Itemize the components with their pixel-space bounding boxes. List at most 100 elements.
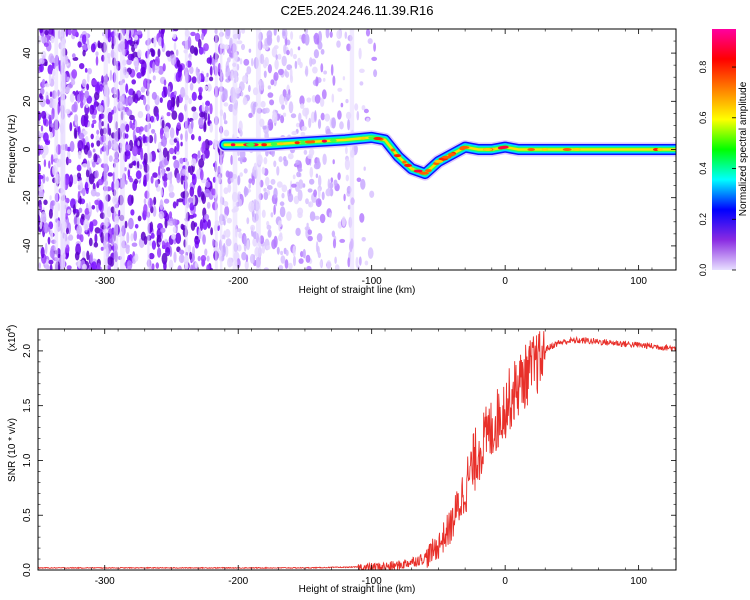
spectrogram-noise-cell — [197, 255, 201, 262]
spectrogram-noise-cell — [91, 123, 95, 129]
spectrogram-noise-cell — [43, 42, 49, 47]
spectrogram-noise-cell — [333, 179, 338, 187]
spectrogram-noise-cell — [43, 159, 47, 168]
spectrogram-noise-cell — [86, 250, 90, 261]
spectrogram-noise-cell — [97, 178, 104, 186]
x-tick-label: -200 — [228, 276, 248, 287]
signal-hotspot — [299, 140, 306, 144]
signal-hotspot — [562, 148, 572, 151]
spectrogram-noise-cell — [65, 108, 71, 115]
spectrogram-noise-cell — [347, 119, 351, 131]
spectrogram-noise-cell — [85, 169, 90, 178]
spectrogram-noise-cell — [324, 113, 331, 122]
spectrogram-streak — [61, 29, 66, 270]
x-tick-label: -300 — [95, 276, 115, 287]
spectrogram-noise-cell — [223, 129, 230, 137]
signal-hotspot — [441, 155, 452, 159]
spectrogram-noise-cell — [282, 30, 286, 37]
spectrogram-noise-cell — [274, 59, 279, 70]
spectrogram-noise-cell — [165, 50, 171, 57]
spectrogram-noise-cell — [202, 140, 206, 151]
spectrogram-noise-cell — [48, 208, 53, 219]
spectrogram-noise-cell — [71, 53, 76, 59]
spectrogram-noise-cell — [67, 158, 72, 164]
spectrogram-noise-cell — [125, 123, 130, 133]
spectrogram-noise-cell — [314, 94, 321, 104]
spectrogram-noise-cell — [126, 260, 133, 270]
spectrogram-noise-cell — [196, 72, 202, 84]
spectrogram-noise-cell — [305, 198, 309, 205]
spectrogram-noise-cell — [305, 254, 311, 263]
spectrogram-noise-cell — [320, 63, 324, 73]
spectrogram-noise-cell — [242, 75, 249, 84]
spectrogram-noise-cell — [319, 213, 326, 224]
spectrogram-noise-cell — [202, 234, 206, 245]
spectrogram-noise-cell — [86, 160, 90, 171]
spectrogram-noise-cell — [365, 29, 371, 37]
spectrogram-noise-cell — [164, 238, 168, 243]
spectrogram-noise-cell — [129, 177, 134, 183]
spectrogram-noise-cell — [244, 185, 247, 198]
spectrogram-noise-cell — [343, 193, 346, 202]
spectrogram-noise-cell — [92, 119, 97, 125]
spectrogram-noise-cell — [284, 259, 289, 269]
spectrogram-noise-cell — [189, 251, 193, 260]
spectrogram-noise-cell — [132, 180, 138, 191]
signal-hotspot — [652, 148, 660, 151]
spectrogram-noise-cell — [132, 145, 138, 157]
spectrogram-noise-cell — [133, 56, 139, 68]
spectrogram-noise-cell — [70, 79, 76, 86]
spectrogram-noise-cell — [154, 132, 157, 144]
spectrogram-noise-cell — [90, 133, 94, 140]
spectrogram-noise-cell — [154, 179, 159, 188]
y-tick-label: 2.0 — [22, 344, 33, 358]
spectrogram-noise-cell — [207, 113, 210, 125]
spectrogram-noise-cell — [224, 228, 231, 238]
spectrogram-noise-cell — [38, 58, 45, 65]
spectrogram-noise-cell — [38, 130, 42, 143]
spectrogram-noise-cell — [177, 198, 184, 203]
spectrogram-noise-cell — [297, 46, 301, 51]
spectrogram-noise-cell — [293, 195, 300, 205]
spectrogram-noise-cell — [326, 260, 332, 270]
snr-panel: -300 -200 -100 0 100 0.0 0.5 1.0 1.5 2.0 Height … — [6, 325, 677, 595]
spectrogram-noise-cell — [223, 102, 229, 107]
x-tick-label: 100 — [630, 276, 647, 287]
spectrogram-noise-cell — [371, 56, 378, 62]
spectrogram-noise-cell — [73, 127, 77, 139]
spectrogram-noise-cell — [44, 29, 49, 36]
spectrogram-noise-cell — [180, 141, 183, 147]
spectrogram-noise-cell — [94, 170, 99, 179]
spectrogram-noise-cell — [91, 79, 98, 86]
spectrogram-noise-cell — [198, 86, 203, 94]
spectrogram-noise-cell — [49, 195, 52, 201]
spectrogram-noise-cell — [67, 209, 71, 215]
spectrogram-noise-cell — [66, 265, 72, 270]
spectrogram-noise-cell — [38, 262, 41, 269]
spectrogram-noise-cell — [40, 211, 47, 223]
spectrogram-noise-cell — [317, 252, 321, 259]
spectrogram-noise-cell — [223, 187, 229, 195]
spectrogram-noise-cell — [201, 102, 205, 112]
spectrogram-noise-cell — [136, 30, 143, 35]
spectrogram-noise-cell — [308, 201, 314, 208]
spectrogram-noise-cell — [292, 53, 297, 60]
spectrogram-noise-cell — [89, 221, 94, 233]
spectrogram-noise-cell — [243, 235, 247, 247]
spectrogram-noise-cell — [65, 244, 70, 254]
spectrogram-noise-cell — [373, 69, 378, 78]
spectrogram-noise-cell — [176, 95, 180, 108]
spectrogram-noise-cell — [94, 199, 100, 205]
colorbar-tick-label: 0.4 — [698, 162, 708, 175]
spectrogram-noise-cell — [49, 131, 53, 139]
spectrogram-noise-cell — [101, 75, 104, 84]
spectrogram-noise-cell — [225, 29, 231, 37]
spectrogram-noise-cell — [323, 70, 327, 75]
spectrogram-noise-cell — [57, 29, 61, 40]
spectrogram-noise-cell — [84, 208, 90, 215]
spectrogram-noise-cell — [260, 100, 266, 108]
spectrogram-streak — [120, 29, 125, 270]
signal-hotspot — [572, 148, 582, 151]
spectrogram-streak — [147, 29, 150, 270]
spectrogram-noise-cell — [201, 32, 205, 41]
